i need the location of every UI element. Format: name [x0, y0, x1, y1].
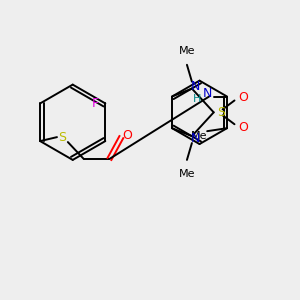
Text: N: N — [202, 87, 212, 100]
Text: N: N — [191, 132, 200, 145]
Text: Me: Me — [179, 169, 195, 179]
Text: S: S — [218, 106, 226, 119]
Text: Me: Me — [179, 46, 195, 56]
Text: O: O — [238, 91, 248, 104]
Text: S: S — [58, 130, 66, 144]
Text: Me: Me — [191, 131, 208, 141]
Text: O: O — [238, 121, 248, 134]
Text: F: F — [92, 97, 99, 110]
Text: N: N — [191, 80, 200, 93]
Text: H: H — [193, 94, 202, 104]
Text: O: O — [122, 129, 132, 142]
